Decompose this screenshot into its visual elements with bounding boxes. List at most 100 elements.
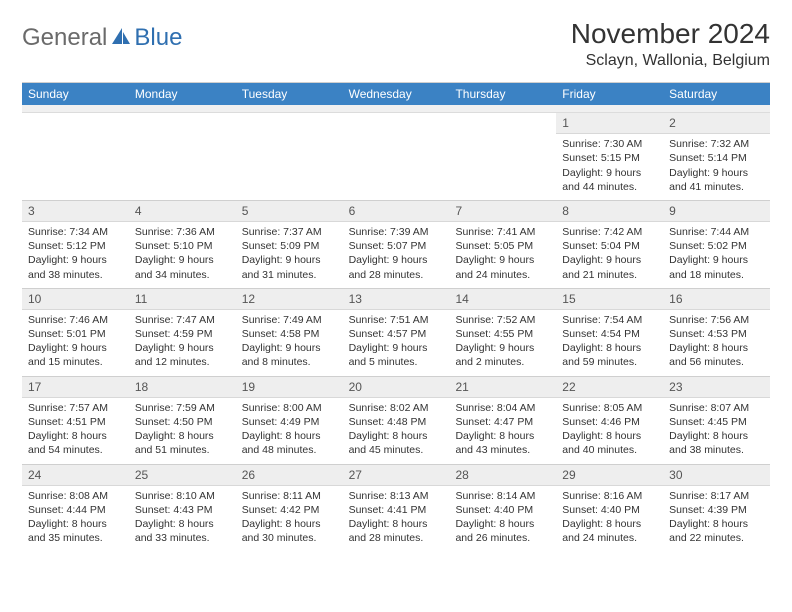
- sunset-text: Sunset: 5:15 PM: [562, 151, 657, 165]
- day-number: 8: [556, 201, 663, 222]
- sunrise-text: Sunrise: 7:59 AM: [135, 401, 230, 415]
- day-cell: 16Sunrise: 7:56 AMSunset: 4:53 PMDayligh…: [663, 289, 770, 376]
- sunset-text: Sunset: 4:54 PM: [562, 327, 657, 341]
- day-cell: 17Sunrise: 7:57 AMSunset: 4:51 PMDayligh…: [22, 377, 129, 464]
- day-cell: 11Sunrise: 7:47 AMSunset: 4:59 PMDayligh…: [129, 289, 236, 376]
- sunset-text: Sunset: 5:10 PM: [135, 239, 230, 253]
- day-number: 17: [22, 377, 129, 398]
- sunset-text: Sunset: 4:50 PM: [135, 415, 230, 429]
- day-header: Monday: [129, 83, 236, 105]
- day-number: 24: [22, 465, 129, 486]
- daylight-text: Daylight: 9 hours and 2 minutes.: [455, 341, 550, 369]
- sunset-text: Sunset: 4:57 PM: [349, 327, 444, 341]
- day-header: Wednesday: [343, 83, 450, 105]
- sunset-text: Sunset: 4:43 PM: [135, 503, 230, 517]
- day-body: Sunrise: 7:39 AMSunset: 5:07 PMDaylight:…: [343, 222, 450, 288]
- daylight-text: Daylight: 9 hours and 38 minutes.: [28, 253, 123, 281]
- daylight-text: Daylight: 8 hours and 28 minutes.: [349, 517, 444, 545]
- day-number: 27: [343, 465, 450, 486]
- day-body: Sunrise: 7:44 AMSunset: 5:02 PMDaylight:…: [663, 222, 770, 288]
- day-cell: 3Sunrise: 7:34 AMSunset: 5:12 PMDaylight…: [22, 201, 129, 288]
- sunset-text: Sunset: 4:51 PM: [28, 415, 123, 429]
- day-number: 21: [449, 377, 556, 398]
- day-header: Saturday: [663, 83, 770, 105]
- day-number: 10: [22, 289, 129, 310]
- day-cell: 18Sunrise: 7:59 AMSunset: 4:50 PMDayligh…: [129, 377, 236, 464]
- sunrise-text: Sunrise: 8:02 AM: [349, 401, 444, 415]
- location: Sclayn, Wallonia, Belgium: [571, 52, 770, 70]
- day-cell: 6Sunrise: 7:39 AMSunset: 5:07 PMDaylight…: [343, 201, 450, 288]
- day-number: 11: [129, 289, 236, 310]
- sunrise-text: Sunrise: 8:10 AM: [135, 489, 230, 503]
- header: General Blue November 2024 Sclayn, Wallo…: [22, 18, 770, 70]
- day-number: 9: [663, 201, 770, 222]
- sunset-text: Sunset: 4:58 PM: [242, 327, 337, 341]
- sunrise-text: Sunrise: 8:11 AM: [242, 489, 337, 503]
- sunrise-text: Sunrise: 8:04 AM: [455, 401, 550, 415]
- day-cell: 2Sunrise: 7:32 AMSunset: 5:14 PMDaylight…: [663, 113, 770, 200]
- daylight-text: Daylight: 8 hours and 48 minutes.: [242, 429, 337, 457]
- day-body: Sunrise: 8:02 AMSunset: 4:48 PMDaylight:…: [343, 398, 450, 464]
- day-cell: 30Sunrise: 8:17 AMSunset: 4:39 PMDayligh…: [663, 465, 770, 552]
- day-header: Friday: [556, 83, 663, 105]
- day-body: Sunrise: 8:08 AMSunset: 4:44 PMDaylight:…: [22, 486, 129, 552]
- day-header-row: Sunday Monday Tuesday Wednesday Thursday…: [22, 83, 770, 105]
- day-number: 7: [449, 201, 556, 222]
- day-cell: 28Sunrise: 8:14 AMSunset: 4:40 PMDayligh…: [449, 465, 556, 552]
- day-cell: [449, 113, 556, 200]
- day-number: 30: [663, 465, 770, 486]
- day-body: Sunrise: 7:57 AMSunset: 4:51 PMDaylight:…: [22, 398, 129, 464]
- day-body: Sunrise: 8:07 AMSunset: 4:45 PMDaylight:…: [663, 398, 770, 464]
- day-number: 1: [556, 113, 663, 134]
- spacer-row: [22, 105, 770, 113]
- week-row: 1Sunrise: 7:30 AMSunset: 5:15 PMDaylight…: [22, 113, 770, 200]
- week-row: 17Sunrise: 7:57 AMSunset: 4:51 PMDayligh…: [22, 376, 770, 464]
- day-cell: 24Sunrise: 8:08 AMSunset: 4:44 PMDayligh…: [22, 465, 129, 552]
- sunrise-text: Sunrise: 7:57 AM: [28, 401, 123, 415]
- day-number: 20: [343, 377, 450, 398]
- daylight-text: Daylight: 8 hours and 33 minutes.: [135, 517, 230, 545]
- week-row: 24Sunrise: 8:08 AMSunset: 4:44 PMDayligh…: [22, 464, 770, 552]
- sunset-text: Sunset: 5:02 PM: [669, 239, 764, 253]
- day-cell: 14Sunrise: 7:52 AMSunset: 4:55 PMDayligh…: [449, 289, 556, 376]
- daylight-text: Daylight: 8 hours and 30 minutes.: [242, 517, 337, 545]
- day-number: 6: [343, 201, 450, 222]
- day-body: Sunrise: 7:36 AMSunset: 5:10 PMDaylight:…: [129, 222, 236, 288]
- daylight-text: Daylight: 8 hours and 59 minutes.: [562, 341, 657, 369]
- day-cell: 9Sunrise: 7:44 AMSunset: 5:02 PMDaylight…: [663, 201, 770, 288]
- month-title: November 2024: [571, 18, 770, 50]
- sunset-text: Sunset: 4:44 PM: [28, 503, 123, 517]
- sunset-text: Sunset: 5:01 PM: [28, 327, 123, 341]
- sunset-text: Sunset: 4:55 PM: [455, 327, 550, 341]
- day-body: Sunrise: 8:17 AMSunset: 4:39 PMDaylight:…: [663, 486, 770, 552]
- daylight-text: Daylight: 8 hours and 38 minutes.: [669, 429, 764, 457]
- sunset-text: Sunset: 4:40 PM: [455, 503, 550, 517]
- sunrise-text: Sunrise: 7:34 AM: [28, 225, 123, 239]
- day-cell: 23Sunrise: 8:07 AMSunset: 4:45 PMDayligh…: [663, 377, 770, 464]
- day-body: Sunrise: 7:59 AMSunset: 4:50 PMDaylight:…: [129, 398, 236, 464]
- sunrise-text: Sunrise: 7:56 AM: [669, 313, 764, 327]
- day-cell: 20Sunrise: 8:02 AMSunset: 4:48 PMDayligh…: [343, 377, 450, 464]
- sunset-text: Sunset: 4:53 PM: [669, 327, 764, 341]
- day-cell: 5Sunrise: 7:37 AMSunset: 5:09 PMDaylight…: [236, 201, 343, 288]
- sunset-text: Sunset: 4:47 PM: [455, 415, 550, 429]
- day-cell: 27Sunrise: 8:13 AMSunset: 4:41 PMDayligh…: [343, 465, 450, 552]
- day-body: Sunrise: 8:16 AMSunset: 4:40 PMDaylight:…: [556, 486, 663, 552]
- sunset-text: Sunset: 4:42 PM: [242, 503, 337, 517]
- day-body: Sunrise: 7:41 AMSunset: 5:05 PMDaylight:…: [449, 222, 556, 288]
- calendar-page: General Blue November 2024 Sclayn, Wallo…: [0, 0, 792, 569]
- day-body: Sunrise: 8:05 AMSunset: 4:46 PMDaylight:…: [556, 398, 663, 464]
- sunrise-text: Sunrise: 7:37 AM: [242, 225, 337, 239]
- sunrise-text: Sunrise: 8:05 AM: [562, 401, 657, 415]
- sunrise-text: Sunrise: 7:44 AM: [669, 225, 764, 239]
- sunset-text: Sunset: 5:14 PM: [669, 151, 764, 165]
- sunrise-text: Sunrise: 7:32 AM: [669, 137, 764, 151]
- sunset-text: Sunset: 4:40 PM: [562, 503, 657, 517]
- logo-sail-icon: [110, 26, 132, 51]
- sunrise-text: Sunrise: 8:16 AM: [562, 489, 657, 503]
- sunrise-text: Sunrise: 7:54 AM: [562, 313, 657, 327]
- sunrise-text: Sunrise: 7:47 AM: [135, 313, 230, 327]
- day-header: Tuesday: [236, 83, 343, 105]
- sunrise-text: Sunrise: 8:17 AM: [669, 489, 764, 503]
- sunrise-text: Sunrise: 8:14 AM: [455, 489, 550, 503]
